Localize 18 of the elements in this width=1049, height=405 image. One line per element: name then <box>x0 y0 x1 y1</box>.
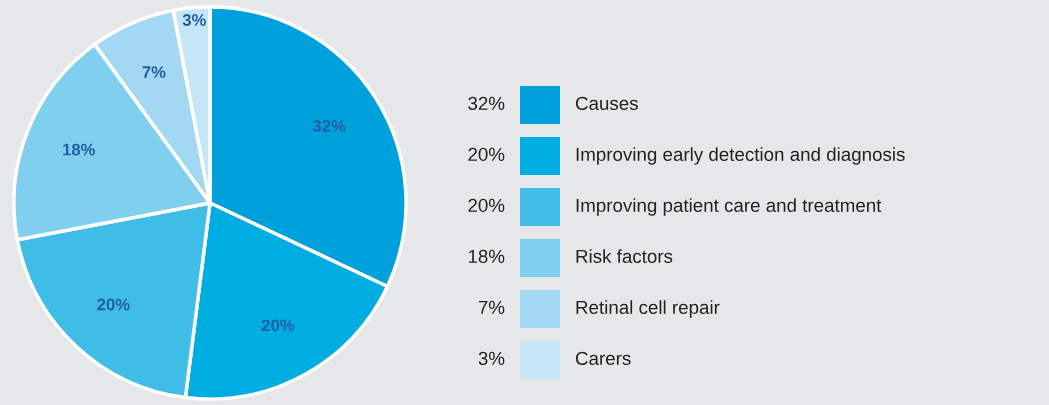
data-label: 20% <box>97 298 130 311</box>
legend-label: Improving patient care and treatment <box>576 198 882 216</box>
text: 20% <box>468 147 505 162</box>
data-label: 3% <box>182 14 206 26</box>
data-label: 20% <box>261 319 295 332</box>
text: 18% <box>468 249 505 264</box>
text: 3% <box>478 351 505 366</box>
text: 32% <box>468 96 505 111</box>
legend-label: Retinal cell repair <box>576 300 720 318</box>
data-label: 18% <box>63 143 95 156</box>
text: 20% <box>468 198 505 213</box>
legend-label: Carers <box>575 351 631 366</box>
text: 7% <box>478 300 505 314</box>
data-label: 32% <box>312 120 346 132</box>
legend-label: Risk factors <box>576 249 673 264</box>
legend-label: Causes <box>575 96 638 111</box>
data-label: 7% <box>142 66 166 78</box>
legend-label: Improving early detection and diagnosis <box>576 147 905 165</box>
